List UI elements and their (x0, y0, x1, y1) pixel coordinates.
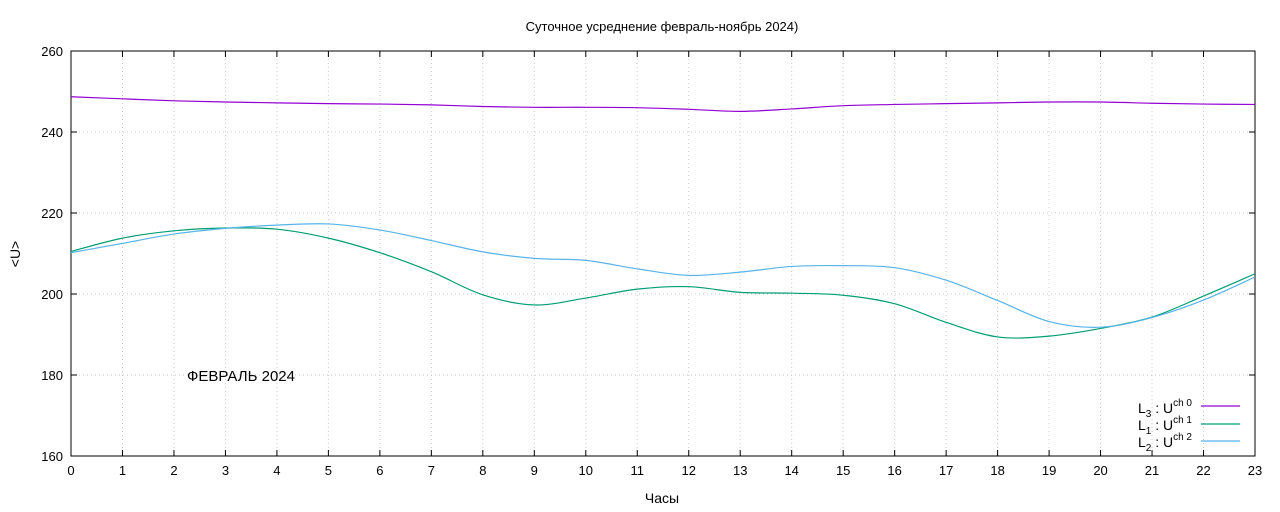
y-tick-label: 220 (41, 206, 63, 221)
legend-label-l2: L2 : Uch 2 (1138, 432, 1192, 454)
x-tick-label: 20 (1093, 463, 1107, 478)
x-tick-labels: 0 1 2 3 4 5 6 7 8 9 10 11 12 13 14 15 16 17 18 19 20 21 22 23 (67, 463, 1262, 478)
axis-ticks (70, 50, 1256, 457)
y-tick-label: 160 (41, 449, 63, 464)
chart-title: Суточное усреднение февраль-ноябрь 2024) (526, 19, 799, 34)
x-tick-label: 12 (682, 463, 696, 478)
y-tick-label: 260 (41, 44, 63, 59)
x-tick-label: 5 (325, 463, 332, 478)
y-axis-label: <U> (7, 241, 23, 267)
x-tick-label: 7 (428, 463, 435, 478)
legend-entry-l3: L3 : Uch 0 (1138, 398, 1240, 420)
series-line-l2 (70, 223, 1256, 328)
x-tick-label: 21 (1145, 463, 1159, 478)
x-tick-label: 22 (1196, 463, 1210, 478)
x-tick-label: 18 (990, 463, 1004, 478)
x-tick-label: 16 (887, 463, 901, 478)
legend-entry-l2: L2 : Uch 2 (1138, 432, 1240, 454)
x-tick-label: 0 (67, 463, 74, 478)
legend-entry-l1: L1 : Uch 1 (1138, 415, 1240, 437)
y-tick-label: 240 (41, 125, 63, 140)
plot-frame (70, 50, 1256, 457)
grid (71, 51, 1255, 456)
x-axis-label: Часы (645, 490, 679, 506)
legend-label-l1: L1 : Uch 1 (1138, 415, 1192, 437)
y-tick-label: 200 (41, 287, 63, 302)
legend: L3 : Uch 0 L1 : Uch 1 L2 : Uch 2 (1138, 398, 1240, 454)
x-tick-label: 17 (939, 463, 953, 478)
x-tick-label: 19 (1042, 463, 1056, 478)
x-tick-label: 2 (170, 463, 177, 478)
x-tick-label: 23 (1248, 463, 1262, 478)
chart-annotation: ФЕВРАЛЬ 2024 (187, 368, 295, 385)
y-tick-labels: 160 180 200 220 240 260 (41, 44, 63, 464)
x-tick-label: 15 (836, 463, 850, 478)
x-tick-label: 13 (733, 463, 747, 478)
x-tick-label: 8 (479, 463, 486, 478)
series-line-l1 (70, 227, 1256, 339)
x-tick-label: 9 (531, 463, 538, 478)
x-tick-label: 11 (631, 463, 645, 478)
x-tick-label: 14 (784, 463, 798, 478)
x-tick-label: 10 (579, 463, 593, 478)
series-line-l3 (70, 96, 1256, 112)
series-lines (70, 96, 1256, 339)
y-tick-label: 180 (41, 368, 63, 383)
x-tick-label: 4 (273, 463, 280, 478)
x-tick-label: 3 (222, 463, 229, 478)
x-tick-label: 1 (119, 463, 126, 478)
legend-label-l3: L3 : Uch 0 (1138, 398, 1192, 420)
x-tick-label: 6 (376, 463, 383, 478)
